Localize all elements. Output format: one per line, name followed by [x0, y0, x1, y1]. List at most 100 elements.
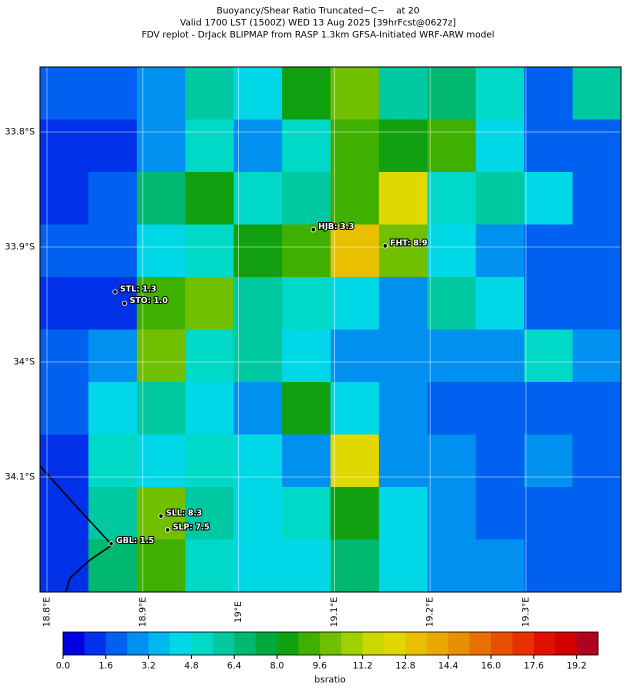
cell	[88, 119, 138, 173]
cell	[475, 224, 525, 278]
cell	[185, 67, 235, 120]
station-label: GBL: 1.5	[116, 536, 154, 545]
station-label: FHT: 8.9	[390, 238, 428, 247]
cell	[233, 224, 283, 278]
cell	[475, 539, 525, 593]
map-frame	[39, 66, 622, 593]
cell	[427, 487, 477, 540]
colorbar-tick-label: 12.8	[395, 662, 415, 672]
cell	[136, 277, 186, 330]
colorbar-segment	[127, 632, 149, 655]
cell	[88, 277, 138, 330]
cell	[330, 172, 380, 225]
cell	[88, 434, 138, 488]
x-tick-label: 19.1°E	[330, 597, 340, 628]
colorbar-tick-label: 1.6	[99, 662, 114, 672]
cell	[330, 119, 380, 173]
cell	[136, 224, 186, 278]
x-tick-label: 18.9°E	[138, 597, 148, 628]
cell	[185, 277, 235, 330]
cell	[282, 224, 331, 278]
cell	[282, 172, 331, 225]
y-tick-label: 33.9°S	[5, 242, 36, 252]
cell	[427, 539, 477, 593]
cell	[233, 434, 283, 488]
cell	[40, 487, 89, 540]
station-marker	[165, 527, 171, 533]
cell	[185, 487, 235, 540]
x-tick-label: 18.8°E	[42, 597, 52, 628]
cell	[475, 67, 525, 120]
cell	[40, 382, 89, 435]
title-line: Valid 1700 LST (1500Z) WED 13 Aug 2025 […	[180, 19, 456, 29]
y-tick-label: 34.1°S	[5, 472, 36, 482]
cell	[572, 224, 622, 278]
cell	[524, 434, 574, 488]
cell	[330, 382, 380, 435]
colorbar-tick-label: 19.2	[567, 662, 587, 672]
cell	[524, 67, 574, 120]
cell	[282, 277, 331, 330]
cell	[40, 67, 89, 120]
cell	[88, 487, 138, 540]
colorbar-segment	[298, 632, 321, 655]
colorbar-tick-label: 3.2	[141, 662, 155, 672]
cell	[282, 329, 331, 383]
station-label: HJB: 3.3	[318, 222, 354, 231]
cell	[330, 329, 380, 383]
cell	[572, 67, 622, 120]
cell	[185, 539, 235, 593]
cell	[572, 119, 622, 173]
cell	[524, 224, 574, 278]
cell	[40, 224, 89, 278]
cell	[524, 172, 574, 225]
cell	[136, 329, 186, 383]
cell	[378, 172, 428, 225]
cell	[427, 277, 477, 330]
colorbar-tick-label: 9.6	[313, 662, 328, 672]
colorbar-segment	[533, 632, 556, 655]
cell	[185, 119, 235, 173]
cell	[378, 277, 428, 330]
cell	[185, 224, 235, 278]
cell	[475, 119, 525, 173]
colorbar-segment	[255, 632, 278, 655]
colorbar-segment	[576, 632, 599, 655]
cell	[88, 539, 138, 593]
colorbar-tick-label: 4.8	[184, 662, 199, 672]
cell	[136, 119, 186, 173]
colorbar-segment	[84, 632, 107, 655]
cell	[427, 172, 477, 225]
colorbar-tick-label: 8.0	[270, 662, 285, 672]
cell	[136, 487, 186, 540]
colorbar-segment	[426, 632, 449, 655]
cell	[330, 224, 380, 278]
colorbar-segment	[362, 632, 385, 655]
cell	[524, 119, 574, 173]
colorbar-segment	[63, 632, 85, 655]
cell	[572, 539, 622, 593]
cell	[185, 329, 235, 383]
cell	[136, 382, 186, 435]
cell	[282, 119, 331, 173]
cell	[524, 539, 574, 593]
cell	[185, 172, 235, 225]
cell	[378, 329, 428, 383]
cell	[475, 382, 525, 435]
colorbar-segment	[319, 632, 342, 655]
cell	[378, 224, 428, 278]
cell	[282, 67, 331, 120]
cell	[475, 434, 525, 488]
colorbar-segment	[234, 632, 256, 655]
colorbar-tick-label: 11.2	[353, 662, 373, 672]
cell	[427, 382, 477, 435]
station-marker	[121, 300, 128, 306]
station-marker	[112, 289, 118, 295]
cell	[378, 382, 428, 435]
cell	[427, 434, 477, 488]
cell	[475, 277, 525, 330]
cell	[233, 329, 283, 383]
cell	[330, 487, 380, 540]
cell	[233, 172, 283, 225]
cell	[572, 329, 622, 383]
